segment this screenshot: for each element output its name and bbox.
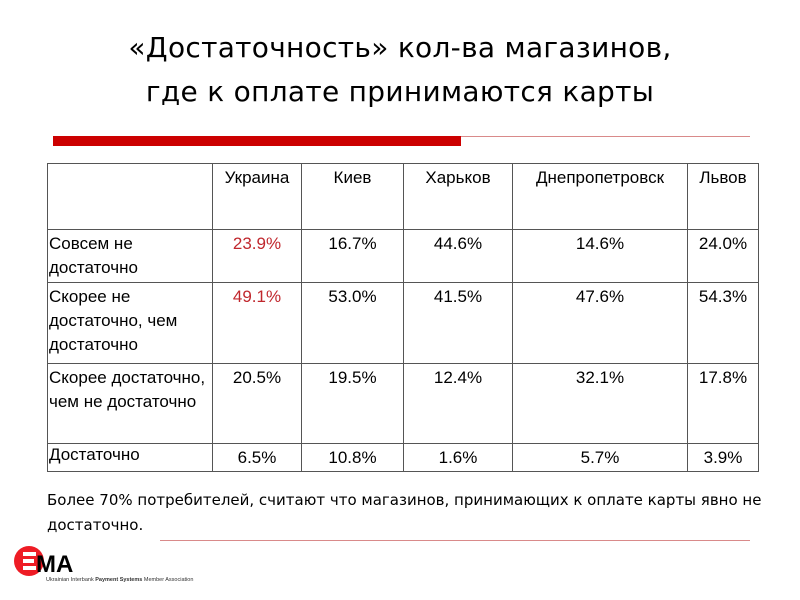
- table-header-row: Украина Киев Харьков Днепропетровск Льво…: [47, 163, 759, 230]
- row-label: Совсем не достаточно: [47, 229, 213, 283]
- cell-value: 5.7%: [512, 443, 688, 472]
- cell-value: 14.6%: [512, 229, 688, 283]
- cell-value: 47.6%: [512, 282, 688, 364]
- header-cell: Украина: [212, 163, 302, 230]
- summary-note: Более 70% потребителей, считают что мага…: [47, 491, 762, 534]
- header-cell: Киев: [301, 163, 404, 230]
- cell-value: 44.6%: [403, 229, 513, 283]
- cell-value: 54.3%: [687, 282, 759, 364]
- table-row: Скорее достаточно, чем не достаточно 20.…: [47, 363, 759, 444]
- cell-value: 19.5%: [301, 363, 404, 444]
- cell-value: 10.8%: [301, 443, 404, 472]
- row-label: Скорее не достаточно, чем достаточно: [47, 282, 213, 364]
- cell-value: 41.5%: [403, 282, 513, 364]
- slide-title: «Достаточность» кол-ва магазинов, где к …: [0, 26, 800, 114]
- cell-value: 49.1%: [212, 282, 302, 364]
- data-table: Украина Киев Харьков Днепропетровск Льво…: [47, 163, 759, 472]
- cell-value: 3.9%: [687, 443, 759, 472]
- cell-value: 20.5%: [212, 363, 302, 444]
- table-row: Совсем не достаточно 23.9% 16.7% 44.6% 1…: [47, 229, 759, 283]
- cell-value: 23.9%: [212, 229, 302, 283]
- cell-value: 24.0%: [687, 229, 759, 283]
- cell-value: 53.0%: [301, 282, 404, 364]
- accent-line: [461, 136, 750, 137]
- row-label: Достаточно: [47, 443, 213, 472]
- header-cell: Харьков: [403, 163, 513, 230]
- cell-value: 17.8%: [687, 363, 759, 444]
- logo-subtitle-post: Member Association: [142, 577, 194, 583]
- ema-logo-icon: MA: [14, 546, 73, 578]
- header-cell: Львов: [687, 163, 759, 230]
- title-line-1: «Достаточность» кол-ва магазинов,: [128, 31, 672, 64]
- footer-divider: [160, 540, 750, 541]
- accent-bar: [53, 136, 461, 146]
- cell-value: 32.1%: [512, 363, 688, 444]
- ema-logo: MA: [14, 545, 84, 582]
- header-cell-empty: [47, 163, 213, 230]
- title-line-2: где к оплате принимаются карты: [145, 75, 655, 108]
- table-row: Достаточно 6.5% 10.8% 1.6% 5.7% 3.9%: [47, 443, 759, 472]
- cell-value: 1.6%: [403, 443, 513, 472]
- header-cell: Днепропетровск: [512, 163, 688, 230]
- cell-value: 6.5%: [212, 443, 302, 472]
- logo-subtitle: Ukrainian Interbank Payment Systems Memb…: [46, 577, 193, 583]
- table-row: Скорее не достаточно, чем достаточно 49.…: [47, 282, 759, 364]
- row-label: Скорее достаточно, чем не достаточно: [47, 363, 213, 444]
- svg-text:MA: MA: [36, 551, 73, 577]
- logo-subtitle-bold: Payment Systems: [95, 577, 143, 583]
- logo-subtitle-pre: Ukrainian Interbank: [46, 577, 96, 583]
- cell-value: 12.4%: [403, 363, 513, 444]
- cell-value: 16.7%: [301, 229, 404, 283]
